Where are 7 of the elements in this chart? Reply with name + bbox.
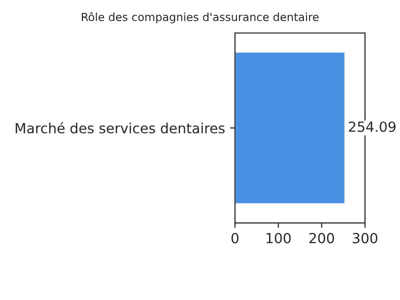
chart-title: Rôle des compagnies d'assurance dentaire (82, 12, 319, 24)
x-tick-label: 0 (231, 232, 238, 244)
data-label: 254.09 (348, 121, 396, 132)
x-tick-label: 100 (266, 232, 291, 244)
y-tick-label: Marché des services dentaires (16, 122, 225, 134)
x-tick-label: 300 (352, 232, 378, 244)
x-tick-label: 200 (309, 232, 334, 244)
